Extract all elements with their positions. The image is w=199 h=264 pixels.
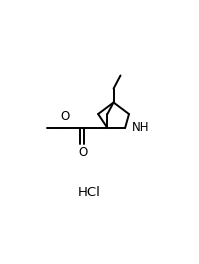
Text: O: O	[79, 147, 88, 159]
Text: NH: NH	[132, 121, 149, 134]
Text: HCl: HCl	[78, 186, 101, 199]
Text: O: O	[60, 110, 70, 123]
